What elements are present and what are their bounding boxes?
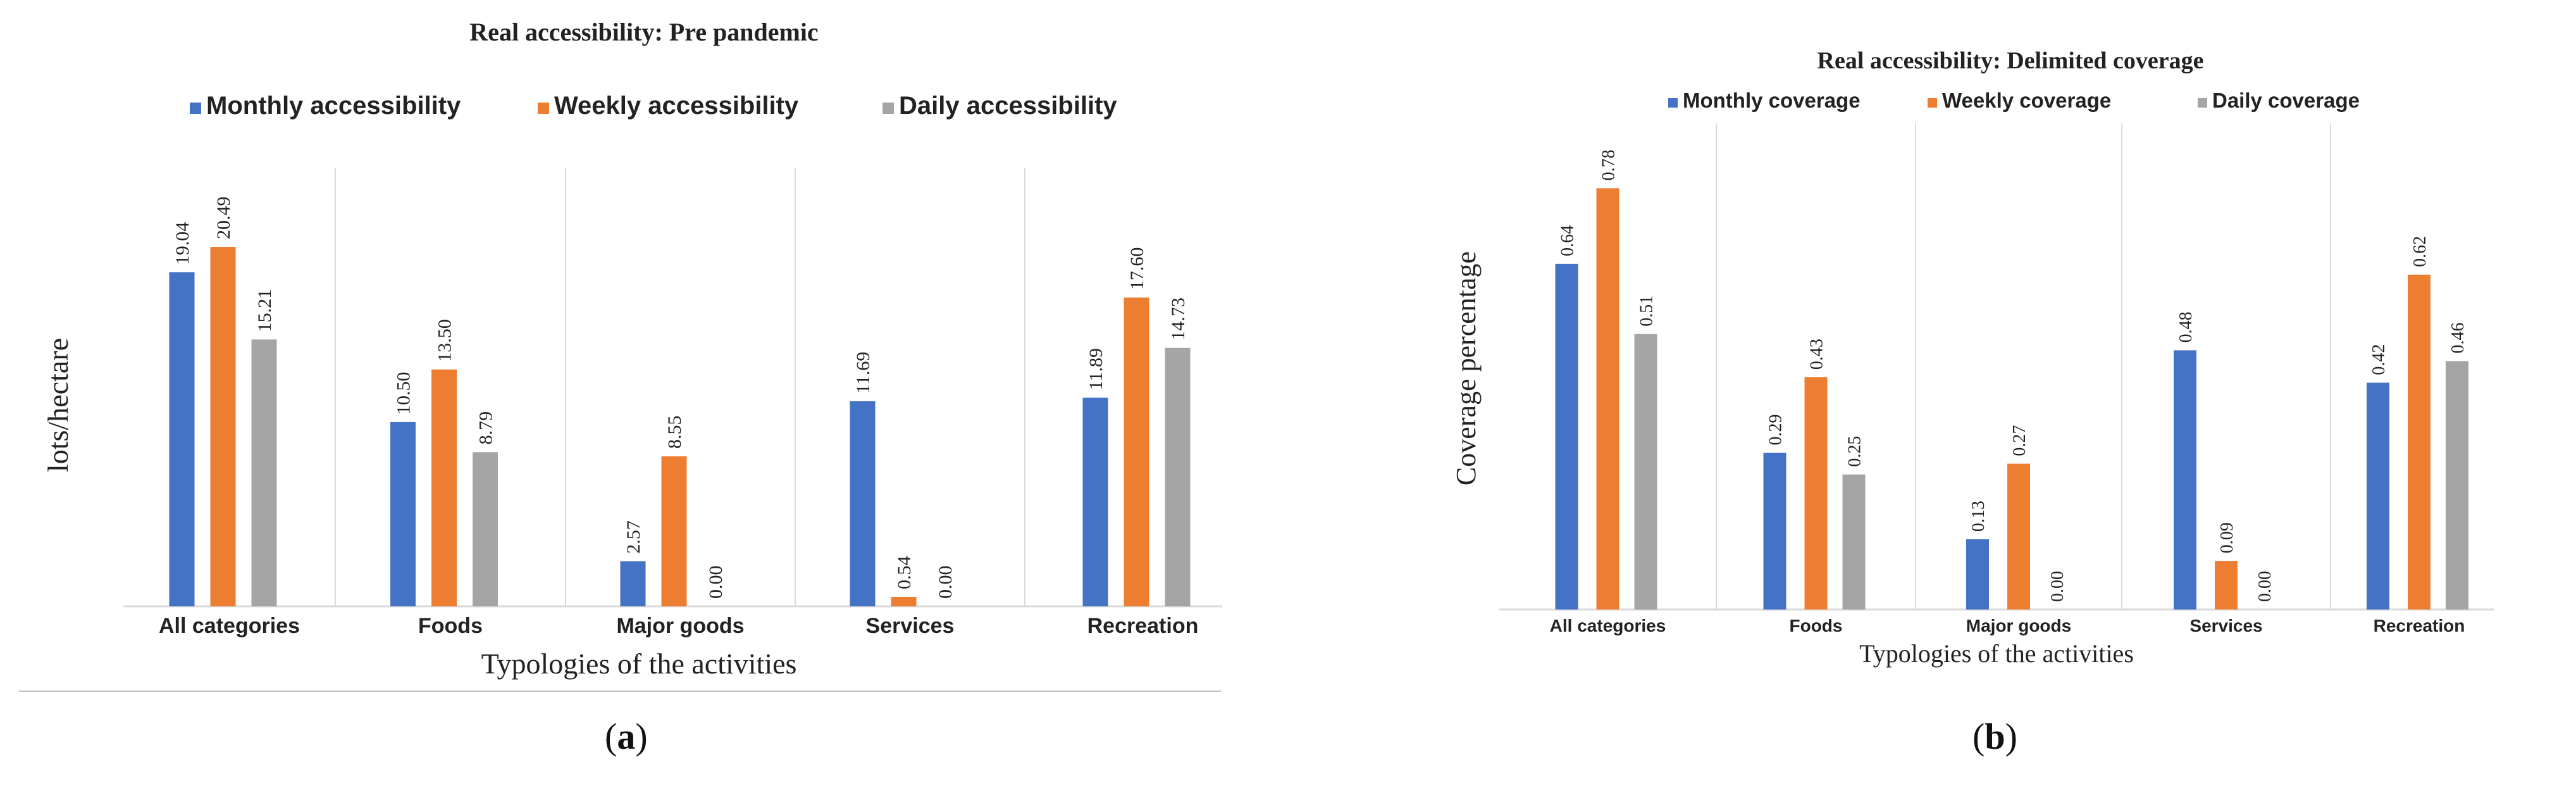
chart-a-data-label: 19.04: [172, 222, 193, 265]
chart-a-category-label: All categories: [159, 614, 300, 638]
chart-a-data-label: 17.60: [1127, 247, 1148, 291]
chart-b-data-label: 0.64: [1557, 225, 1577, 256]
chart-b-category-label: Recreation: [2374, 616, 2465, 635]
chart-a-bar: [1082, 397, 1108, 606]
chart-b-data-label: 0.27: [2010, 425, 2029, 456]
chart-a-data-label: 8.79: [476, 411, 497, 445]
chart-b-title: Real accessibility: Delimited coverage: [1817, 47, 2204, 74]
chart-a-data-label: 8.55: [664, 415, 685, 449]
caption-b-open: (: [1972, 716, 1985, 757]
chart-a-bar: [891, 597, 917, 606]
chart-b-category-label: All categories: [1550, 616, 1666, 635]
chart-a-data-label: 14.73: [1168, 297, 1189, 341]
chart-a-bar: [473, 452, 498, 606]
chart-a-bar: [251, 339, 277, 606]
chart-b-category-label: Major goods: [1966, 616, 2071, 635]
caption-a-close: ): [635, 716, 648, 757]
chart-a-legend-label-2: Weekly accessibility: [554, 92, 799, 120]
chart-a-legend-swatch-3: [882, 103, 894, 114]
chart-b-bar: [2215, 561, 2238, 610]
chart-b-x-axis-title: Typologies of the activities: [1859, 639, 2134, 668]
chart-a-data-label: 13.50: [435, 319, 455, 362]
chart-b-data-label: 0.43: [1807, 339, 1826, 370]
chart-b-bar: [2367, 382, 2389, 610]
chart-a-bar: [210, 247, 236, 606]
chart-b-data-label: 0.09: [2217, 522, 2237, 553]
chart-b-bar: [1842, 474, 1866, 610]
chart-a-legend-swatch-2: [538, 103, 549, 114]
chart-a-category-label: Foods: [418, 614, 483, 638]
chart-b-bar: [1555, 263, 1578, 610]
chart-b-data-label: 0.78: [1599, 149, 1618, 180]
chart-b-bar: [1634, 334, 1657, 610]
chart-a-title: Real accessibility: Pre pandemic: [469, 18, 818, 46]
chart-a-bar: [169, 272, 195, 607]
chart-a-y-axis-title: lots/hectare: [42, 338, 74, 472]
caption-a-open: (: [605, 716, 617, 757]
chart-b-bar: [1966, 539, 1989, 610]
chart-a-data-label: 2.57: [623, 520, 644, 554]
chart-b-bar: [2174, 350, 2196, 610]
chart-a-category-label: Recreation: [1087, 614, 1199, 638]
chart-b-data-label: 0.46: [2448, 322, 2468, 353]
chart-b-data-label: 0.42: [2369, 344, 2389, 375]
chart-a-bar: [390, 422, 416, 606]
chart-a-data-label: 10.50: [393, 372, 414, 415]
chart-a-legend-swatch-1: [190, 103, 201, 114]
caption-b: (b): [1972, 715, 2017, 758]
chart-b-data-label: 0.00: [2048, 571, 2067, 602]
chart-b-legend-swatch-1: [1668, 98, 1678, 108]
chart-a-data-label: 15.21: [254, 289, 275, 332]
chart-a-data-label: 0.54: [894, 556, 915, 590]
chart-a-data-label: 11.69: [853, 352, 874, 394]
chart-b-bar: [1763, 453, 1786, 610]
chart-b-legend-label-2: Weekly coverage: [1942, 89, 2111, 112]
chart-b-y-axis-title: Coverage percentage: [1451, 251, 1482, 485]
chart-a-bar: [1124, 297, 1149, 606]
chart-a-bar: [431, 369, 457, 606]
chart-b-bar: [1804, 377, 1828, 610]
chart-a-legend-label-1: Monthly accessibility: [206, 92, 461, 120]
chart-b-data-label: 0.62: [2410, 236, 2430, 267]
chart-b-legend-swatch-3: [2198, 98, 2207, 108]
chart-b-legend-label-1: Monthly coverage: [1683, 89, 1861, 112]
chart-a-legend-label-3: Daily accessibility: [899, 92, 1117, 120]
chart-b-legend-swatch-2: [1928, 98, 1937, 108]
chart-a-category-label: Major goods: [616, 614, 744, 638]
chart-a-data-label: 0.00: [935, 566, 956, 599]
chart-b-data-label: 0.51: [1637, 296, 1656, 327]
chart-b-data-label: 0.13: [1969, 501, 1988, 532]
chart-b-data-label: 0.48: [2176, 311, 2196, 342]
chart-a-data-label: 11.89: [1086, 348, 1106, 390]
chart-b-data-label: 0.00: [2255, 571, 2275, 602]
chart-b-category-label: Services: [2189, 616, 2262, 635]
chart-b-bar: [2408, 274, 2430, 610]
chart-b-legend-label-3: Daily coverage: [2212, 89, 2360, 112]
chart-b-category-label: Foods: [1790, 616, 1843, 635]
chart-a-bar: [620, 561, 646, 606]
chart-a-bar: [661, 456, 687, 606]
caption-a-letter: a: [617, 716, 636, 757]
chart-b-bar: [2446, 361, 2468, 610]
caption-b-close: ): [2005, 716, 2017, 757]
chart-a-category-label: Services: [866, 614, 955, 638]
chart-b-data-label: 0.25: [1845, 436, 1864, 467]
caption-b-letter: b: [1985, 716, 2005, 757]
chart-b-bar: [1596, 188, 1619, 610]
chart-b-bar: [2007, 463, 2030, 610]
chart-a-x-axis-title: Typologies of the activities: [481, 647, 797, 680]
chart-a-data-label: 0.00: [705, 566, 726, 599]
chart-b-data-label: 0.29: [1766, 415, 1785, 446]
chart-a-bar: [1165, 347, 1191, 606]
chart-a-data-label: 20.49: [213, 197, 234, 240]
chart-a-bar: [850, 401, 876, 606]
caption-a: (a): [605, 715, 648, 758]
